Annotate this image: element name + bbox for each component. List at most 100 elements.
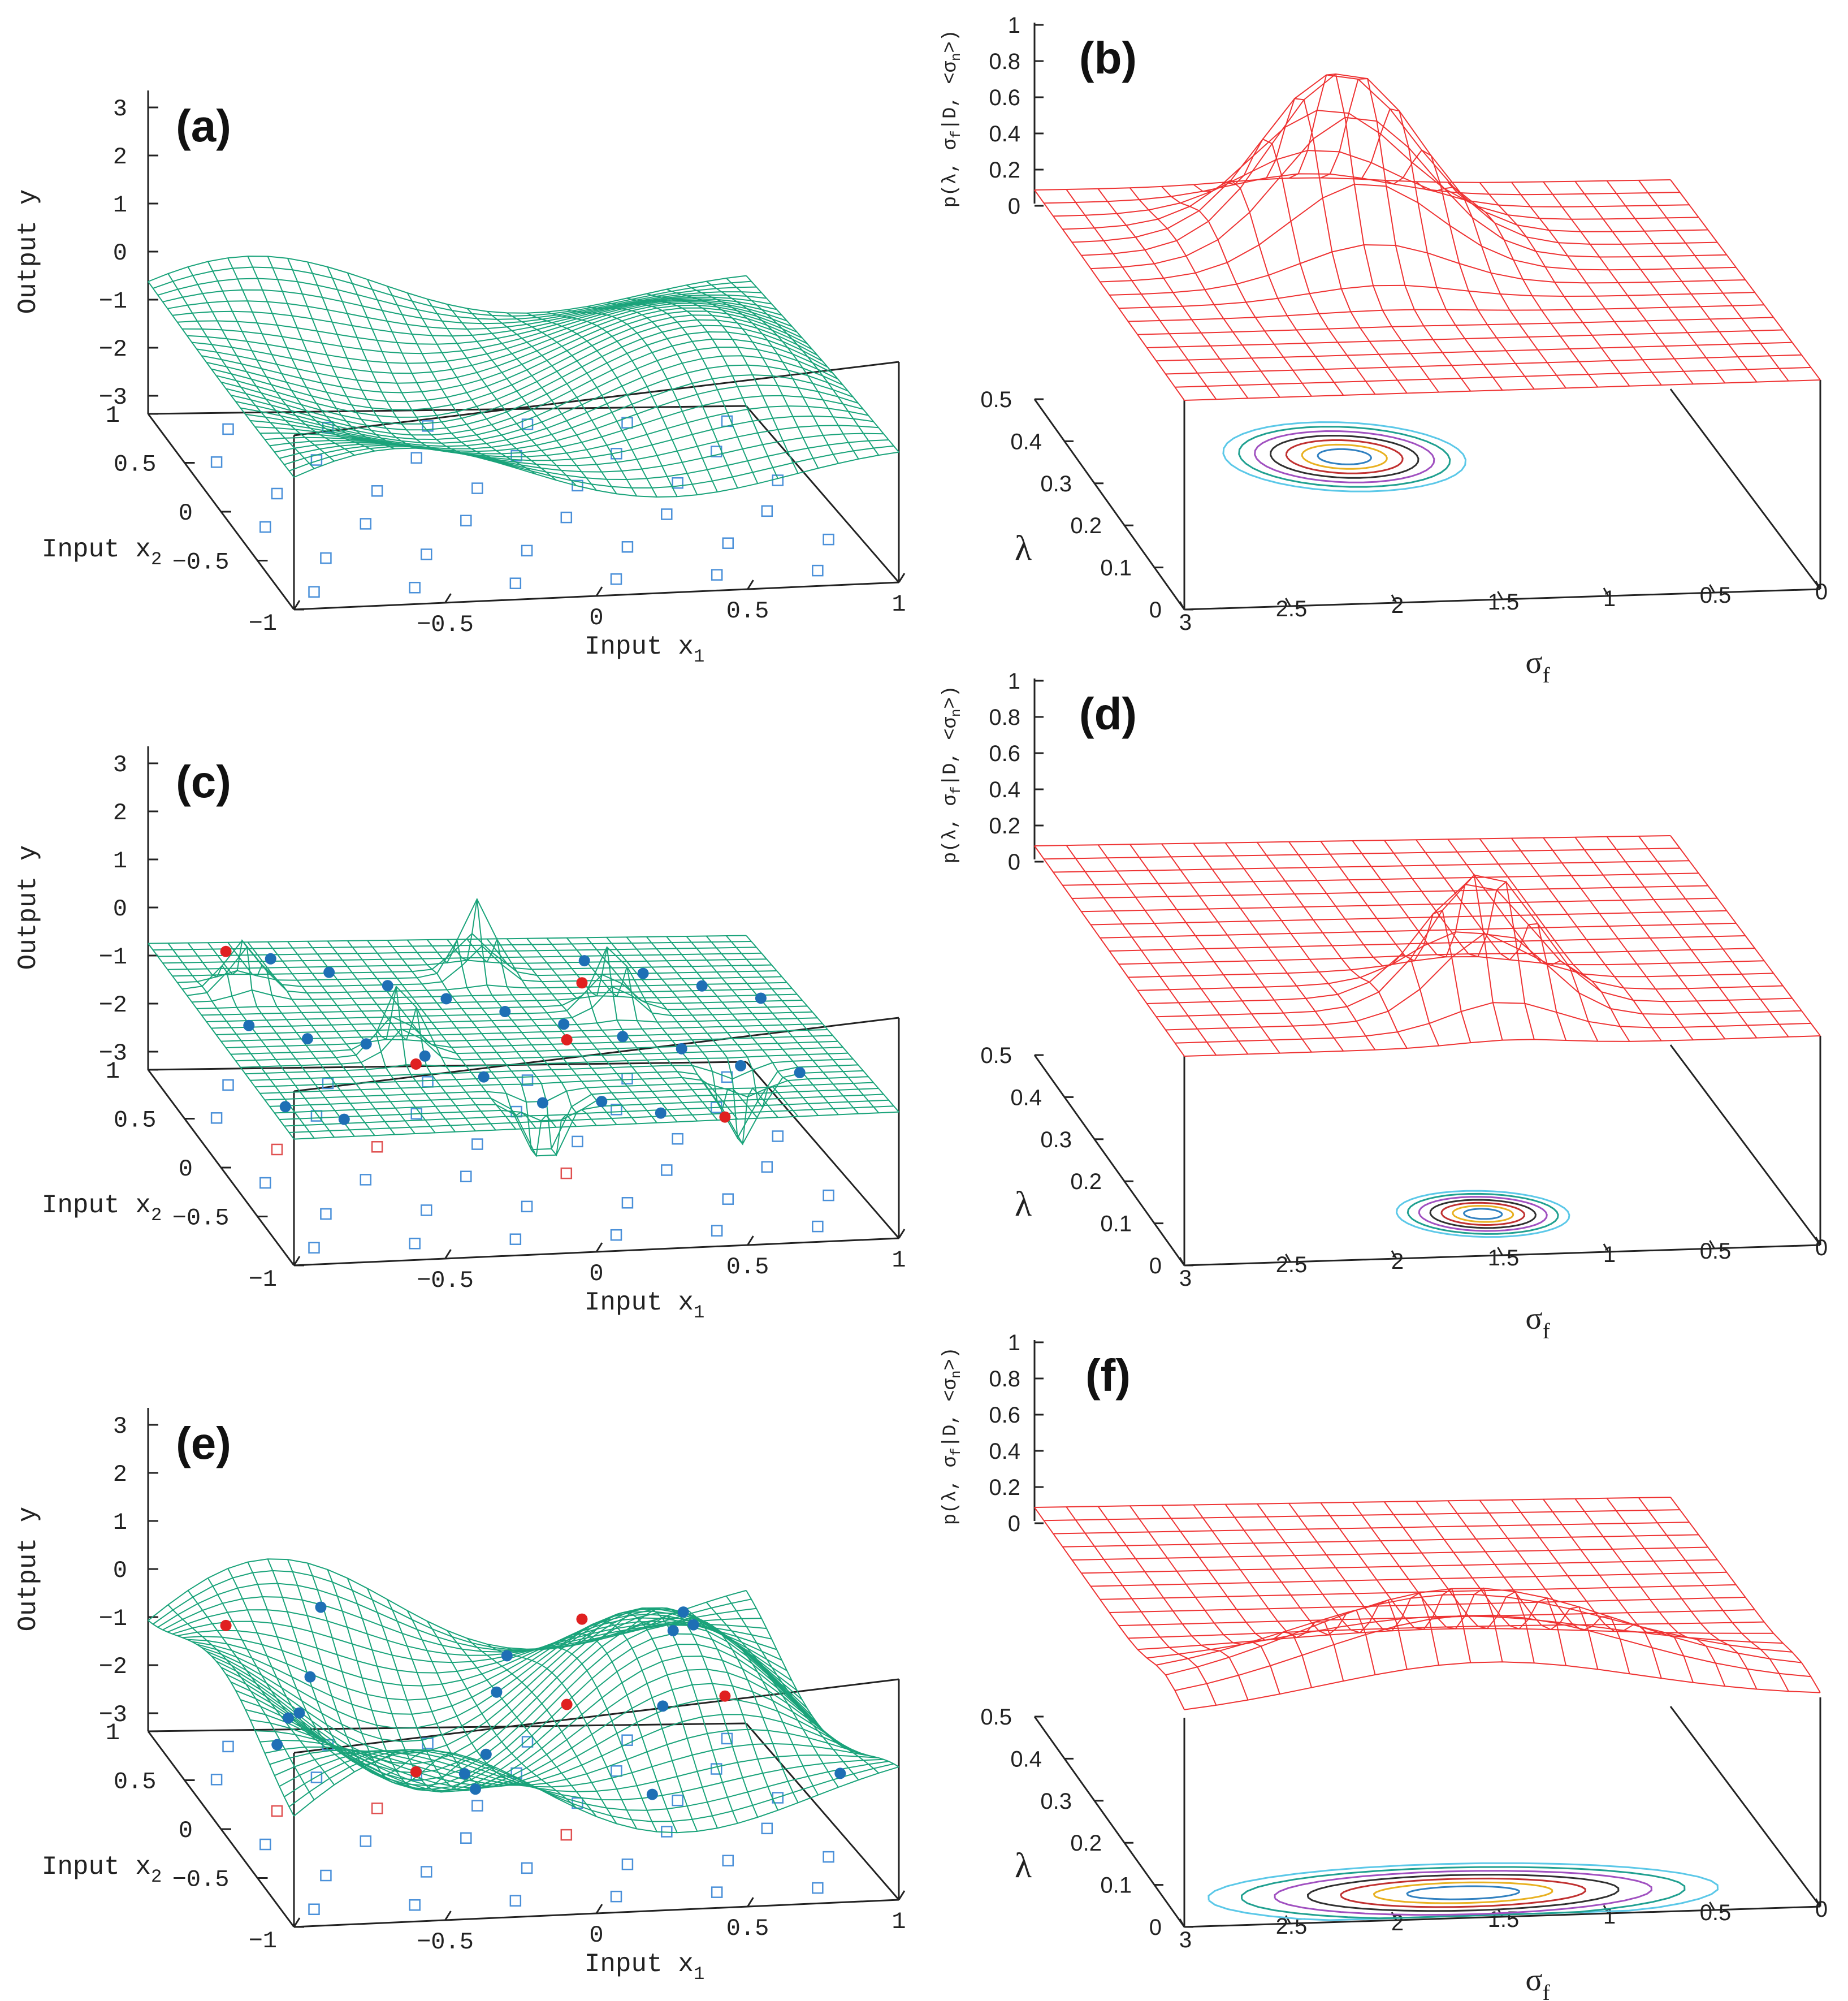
lambda-tick-label: 0.2: [1070, 513, 1102, 538]
grid-square: [308, 586, 320, 598]
grid-square: [222, 423, 234, 435]
x2-tick-label: −1: [249, 1266, 277, 1293]
lambda-axis-label: λ: [1015, 1847, 1032, 1885]
input-grid-markers: [210, 1732, 834, 1916]
mesh-line: [666, 288, 819, 469]
sigma-tick: [1497, 1247, 1503, 1256]
x1-axis-label: Input x1: [585, 1950, 705, 1985]
grid-square: [360, 1835, 372, 1847]
contour-line: [1452, 1205, 1514, 1223]
training-point: [440, 993, 452, 1005]
mesh-line: [1129, 187, 1280, 398]
x2-tick-label: 0.5: [114, 1107, 157, 1134]
grid-square: [560, 511, 573, 524]
panel-label: (d): [1079, 689, 1137, 739]
mesh-line: [1543, 1499, 1694, 1683]
sigma-tick: [1391, 1250, 1397, 1259]
sigma-tick-label: 2: [1391, 593, 1404, 618]
sigma-tick: [1285, 1254, 1291, 1263]
panel-d-posterior-plot: 1 0.8 0.6 0.4 0.2 0 p(λ, σf|D, <σn>) 3 2.5 2 1.5 1 0…: [940, 669, 1828, 1343]
x2-tick-label: 1: [106, 1719, 120, 1747]
contour-line: [1373, 1881, 1553, 1904]
lambda-axis-line: [1033, 399, 1185, 610]
grid-square: [460, 1832, 472, 1844]
mesh-line: [1175, 1002, 1811, 1044]
grid-square: [621, 1197, 634, 1209]
sigma-tick: [1709, 1240, 1715, 1249]
mesh-line: [1119, 1609, 1755, 1627]
training-point: [282, 1712, 294, 1724]
grid-square: [812, 564, 824, 577]
mesh-line: [1072, 1546, 1708, 1561]
z-tick-label: 3: [113, 1413, 127, 1440]
mesh-line: [725, 1596, 879, 1774]
z-tick-label: −2: [99, 1653, 127, 1680]
contour-line: [1269, 434, 1419, 479]
grid-square: [409, 1899, 421, 1911]
marked-grid-square: [271, 1805, 283, 1817]
contour-lines: [1395, 1190, 1570, 1238]
mesh-line: [1165, 1588, 1802, 1676]
z-axis-label: p(λ, σf|D, <σn>): [940, 686, 964, 863]
panel-a-surface-plot: 3 2 1 0 −1 −2 −3 Output y −0.5 0 0.5 1 Input x1 1 0.5 0…: [14, 90, 906, 667]
x1-tick: [444, 1911, 452, 1921]
x1-tick: [747, 1897, 754, 1907]
lambda-axis-line: [1033, 1054, 1185, 1266]
mesh-line: [406, 292, 557, 481]
z-tick-label: −3: [99, 384, 127, 411]
x1-tick: [898, 1890, 906, 1900]
mesh-line: [746, 935, 899, 1113]
panel-e-surface-plot: 3 2 1 0 −1 −2 −3 Output y −0.5 0 0.5 1 Input x1 1 0.5 0…: [14, 1408, 906, 1985]
panel-b-posterior-plot: 1 0.8 0.6 0.4 0.2 0 p(λ, σf|D, <σn>) 3 2.5 2 1.5 1 0…: [940, 13, 1828, 688]
mesh-line: [746, 1590, 899, 1767]
mesh-line: [1100, 183, 1736, 283]
sigma-tick-label: 1.5: [1488, 1246, 1520, 1270]
z-tick-label: 2: [113, 799, 127, 827]
mesh-line: [167, 1604, 315, 1800]
z-tick-label: 0.6: [989, 741, 1020, 766]
mesh-line: [1137, 317, 1774, 335]
training-point: [596, 1096, 608, 1108]
training-point: [687, 1619, 699, 1631]
grid-square: [610, 573, 622, 585]
contour-line: [1301, 443, 1388, 470]
grid-square: [610, 1229, 622, 1241]
x2-tick-label: 0.5: [114, 451, 157, 478]
mesh-line: [1146, 329, 1783, 348]
z-tick-label: 0: [1008, 194, 1020, 219]
x1-tick: [898, 573, 906, 583]
grid-square: [823, 1851, 834, 1863]
training-point: [360, 1038, 372, 1050]
training-point: [755, 992, 767, 1004]
training-point: [279, 1101, 291, 1113]
z-tick-label: 3: [113, 751, 127, 779]
mesh-line: [158, 947, 757, 957]
right-base-edge: [1669, 1044, 1821, 1246]
marked-grid-square: [371, 1141, 383, 1153]
lambda-tick-label: 0.3: [1040, 472, 1072, 496]
grid-square: [460, 515, 472, 527]
grid-square: [360, 518, 372, 530]
sigma-tick-label: 2: [1391, 1249, 1404, 1274]
z-tick-label: 0.8: [989, 705, 1020, 730]
x1-tick-label: −0.5: [417, 1929, 474, 1956]
lambda-tick-label: 0: [1149, 1254, 1162, 1278]
grid-square: [409, 1237, 421, 1250]
training-point: [677, 1606, 689, 1618]
training-point: [491, 1686, 503, 1698]
grid-square: [460, 1170, 472, 1183]
marked-grid-square: [271, 1143, 283, 1156]
contour-line: [1285, 439, 1404, 474]
contour-line: [1317, 448, 1372, 465]
mesh-line: [1081, 1559, 1717, 1574]
grid-square: [521, 544, 533, 557]
grid-square: [308, 1903, 320, 1916]
mesh-line: [1034, 189, 1185, 401]
x2-axis-label: Input x2: [42, 535, 162, 570]
x1-tick-label: 1: [891, 591, 906, 618]
panel-label: (b): [1079, 33, 1137, 83]
lambda-tick-label: 0.4: [1010, 1085, 1042, 1110]
sigma-tick-label: 1: [1603, 586, 1616, 611]
mesh-line: [726, 278, 880, 456]
z-tick-label: −2: [99, 336, 127, 363]
